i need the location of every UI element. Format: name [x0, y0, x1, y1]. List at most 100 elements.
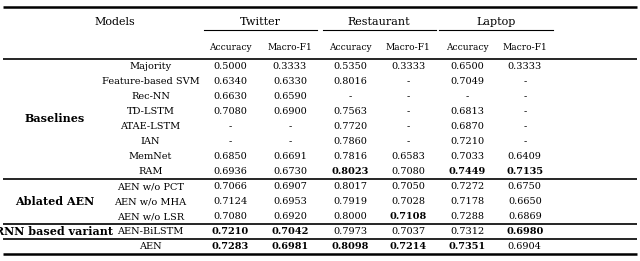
Text: -: -: [523, 137, 527, 146]
Text: -: -: [523, 77, 527, 86]
Text: 0.7033: 0.7033: [450, 152, 484, 161]
Text: 0.6330: 0.6330: [273, 77, 307, 86]
Text: RNN based variant: RNN based variant: [0, 226, 113, 238]
Text: 0.6691: 0.6691: [273, 152, 307, 161]
Text: 0.5000: 0.5000: [214, 62, 247, 71]
Text: Accuracy: Accuracy: [329, 43, 371, 52]
Text: 0.6904: 0.6904: [508, 242, 541, 251]
Text: -: -: [348, 92, 352, 101]
Text: -: -: [523, 92, 527, 101]
Text: Ablated AEN: Ablated AEN: [15, 196, 94, 207]
Text: 0.6920: 0.6920: [273, 212, 307, 221]
Text: 0.7135: 0.7135: [506, 167, 543, 176]
Text: IAN: IAN: [141, 137, 160, 146]
Text: 0.6590: 0.6590: [273, 92, 307, 101]
Text: TD-LSTM: TD-LSTM: [126, 107, 174, 116]
Text: Laptop: Laptop: [476, 16, 516, 27]
Text: 0.8017: 0.8017: [333, 182, 367, 191]
Text: 0.6650: 0.6650: [508, 197, 541, 206]
Text: -: -: [523, 122, 527, 131]
Text: Majority: Majority: [129, 62, 172, 71]
Text: 0.7919: 0.7919: [333, 197, 367, 206]
Text: 0.7351: 0.7351: [449, 242, 486, 251]
Text: 0.7288: 0.7288: [450, 212, 484, 221]
Text: 0.7042: 0.7042: [271, 227, 308, 236]
Text: 0.7028: 0.7028: [391, 197, 426, 206]
Text: 0.6409: 0.6409: [508, 152, 541, 161]
Text: 0.7178: 0.7178: [450, 197, 484, 206]
Text: 0.6869: 0.6869: [508, 212, 541, 221]
Text: ATAE-LSTM: ATAE-LSTM: [120, 122, 180, 131]
Text: 0.7066: 0.7066: [214, 182, 247, 191]
Text: -: -: [288, 137, 292, 146]
Text: AEN-BiLSTM: AEN-BiLSTM: [117, 227, 184, 236]
Text: Accuracy: Accuracy: [446, 43, 488, 52]
Text: Twitter: Twitter: [239, 16, 281, 27]
Text: 0.6583: 0.6583: [392, 152, 425, 161]
Text: AEN w/o PCT: AEN w/o PCT: [117, 182, 184, 191]
Text: 0.7272: 0.7272: [450, 182, 484, 191]
Text: -: -: [288, 122, 292, 131]
Text: 0.7214: 0.7214: [390, 242, 427, 251]
Text: 0.5350: 0.5350: [333, 62, 367, 71]
Text: -: -: [406, 77, 410, 86]
Text: Models: Models: [95, 16, 136, 27]
Text: 0.7210: 0.7210: [212, 227, 249, 236]
Text: Macro-F1: Macro-F1: [502, 43, 547, 52]
Text: 0.6340: 0.6340: [213, 77, 248, 86]
Text: 0.7037: 0.7037: [391, 227, 426, 236]
Text: 0.6870: 0.6870: [451, 122, 484, 131]
Text: 0.3333: 0.3333: [273, 62, 307, 71]
Text: 0.7049: 0.7049: [450, 77, 484, 86]
Text: 0.6750: 0.6750: [508, 182, 541, 191]
Text: Baselines: Baselines: [24, 114, 84, 124]
Text: Macro-F1: Macro-F1: [386, 43, 431, 52]
Text: 0.7563: 0.7563: [333, 107, 367, 116]
Text: 0.3333: 0.3333: [508, 62, 542, 71]
Text: 0.7973: 0.7973: [333, 227, 367, 236]
Text: 0.7080: 0.7080: [392, 167, 425, 176]
Text: 0.7860: 0.7860: [333, 137, 367, 146]
Text: 0.7210: 0.7210: [450, 137, 484, 146]
Text: 0.7080: 0.7080: [214, 212, 247, 221]
Text: 0.7312: 0.7312: [450, 227, 484, 236]
Text: Macro-F1: Macro-F1: [268, 43, 312, 52]
Text: Rec-NN: Rec-NN: [131, 92, 170, 101]
Text: -: -: [228, 122, 232, 131]
Text: 0.8000: 0.8000: [333, 212, 367, 221]
Text: Restaurant: Restaurant: [348, 16, 410, 27]
Text: 0.6630: 0.6630: [214, 92, 247, 101]
Text: AEN w/o LSR: AEN w/o LSR: [117, 212, 184, 221]
Text: 0.6813: 0.6813: [450, 107, 484, 116]
Text: 0.7108: 0.7108: [390, 212, 427, 221]
Text: -: -: [406, 137, 410, 146]
Text: -: -: [406, 107, 410, 116]
Text: Feature-based SVM: Feature-based SVM: [102, 77, 199, 86]
Text: -: -: [228, 137, 232, 146]
Text: -: -: [406, 92, 410, 101]
Text: 0.6980: 0.6980: [506, 227, 543, 236]
Text: -: -: [465, 92, 469, 101]
Text: 0.6981: 0.6981: [271, 242, 308, 251]
Text: 0.6730: 0.6730: [273, 167, 307, 176]
Text: 0.3333: 0.3333: [391, 62, 426, 71]
Text: 0.8098: 0.8098: [332, 242, 369, 251]
Text: 0.7080: 0.7080: [214, 107, 247, 116]
Text: 0.6850: 0.6850: [214, 152, 247, 161]
Text: AEN: AEN: [139, 242, 162, 251]
Text: 0.7816: 0.7816: [333, 152, 367, 161]
Text: 0.6500: 0.6500: [451, 62, 484, 71]
Text: -: -: [406, 122, 410, 131]
Text: 0.6900: 0.6900: [273, 107, 307, 116]
Text: MemNet: MemNet: [129, 152, 172, 161]
Text: 0.7283: 0.7283: [212, 242, 249, 251]
Text: 0.6953: 0.6953: [273, 197, 307, 206]
Text: Accuracy: Accuracy: [209, 43, 252, 52]
Text: 0.8016: 0.8016: [333, 77, 367, 86]
Text: RAM: RAM: [138, 167, 163, 176]
Text: AEN w/o MHA: AEN w/o MHA: [115, 197, 186, 206]
Text: 0.7720: 0.7720: [333, 122, 367, 131]
Text: 0.6907: 0.6907: [273, 182, 307, 191]
Text: -: -: [523, 107, 527, 116]
Text: 0.7050: 0.7050: [392, 182, 425, 191]
